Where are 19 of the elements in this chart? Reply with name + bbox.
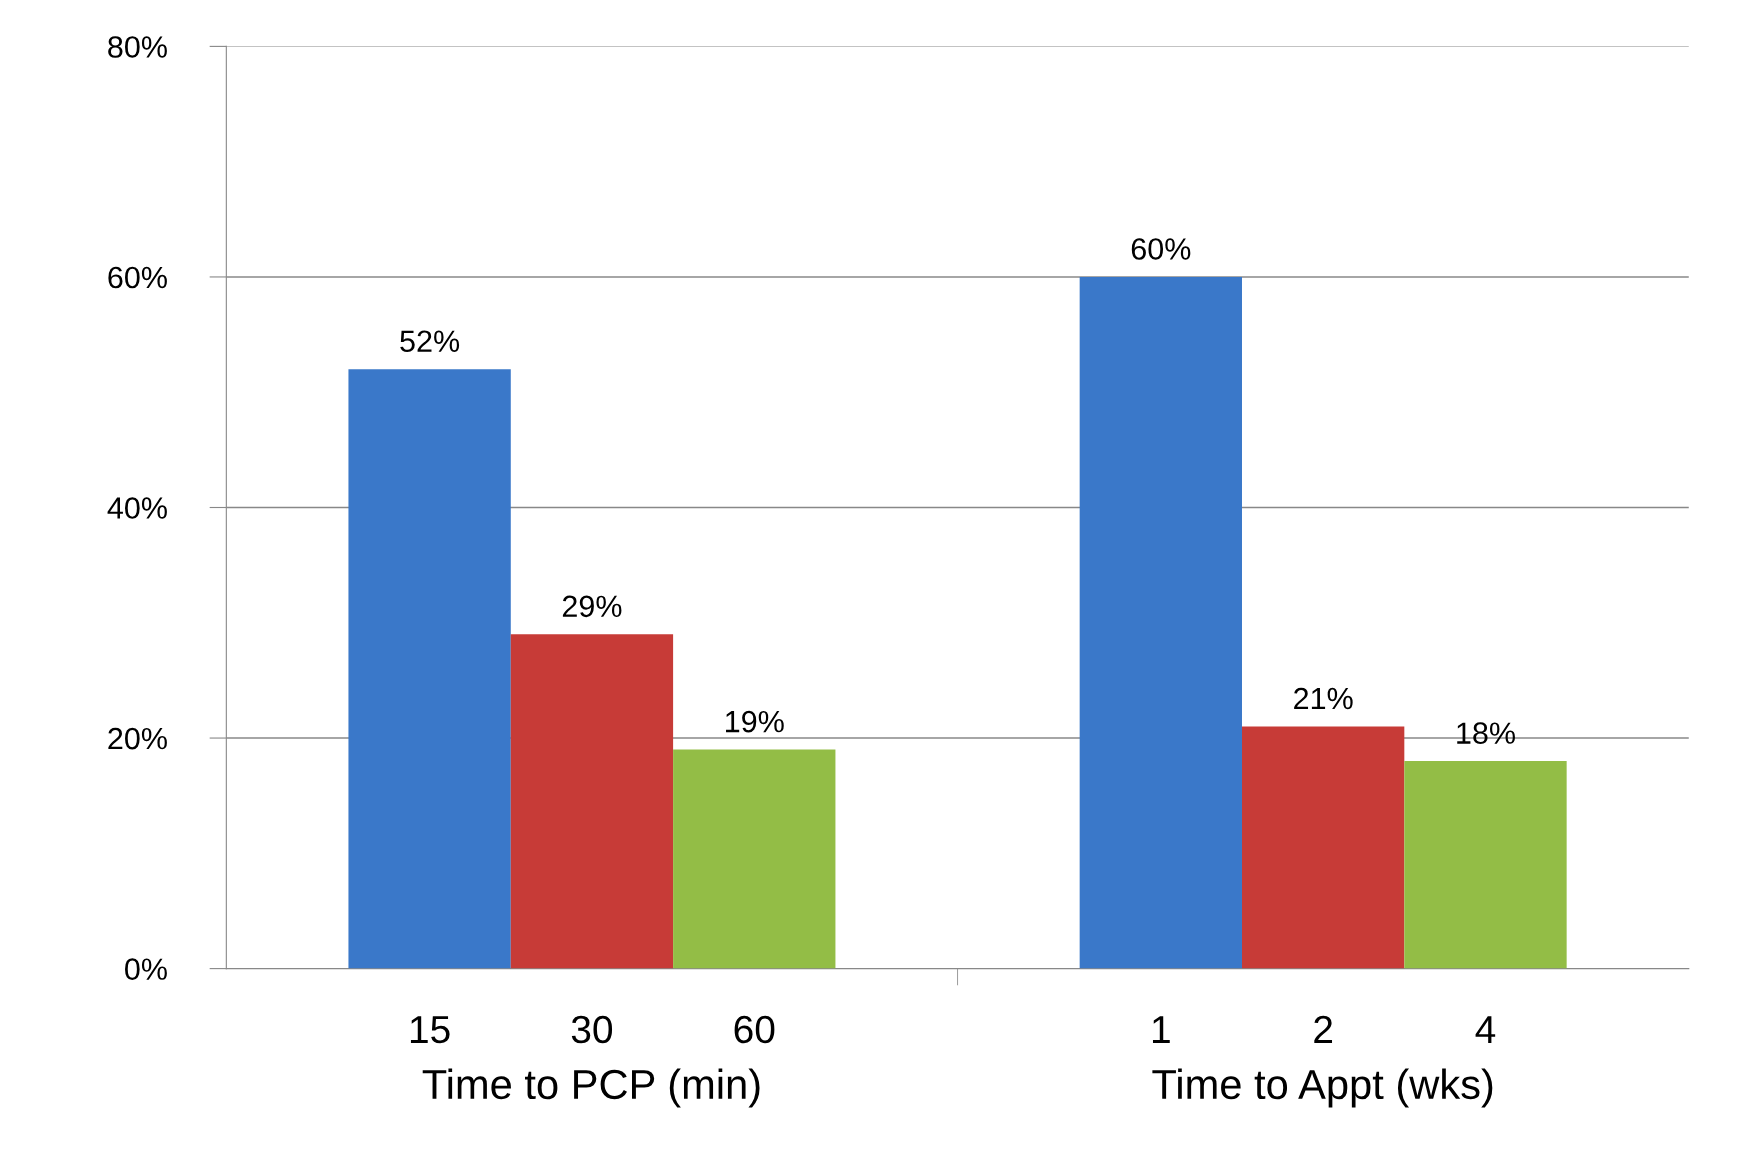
data-label: 29% <box>562 595 622 618</box>
y-tick-label: 80% <box>108 36 167 58</box>
y-tick-label: 20% <box>108 727 167 750</box>
data-label: 19% <box>726 710 784 733</box>
data-label: 52% <box>400 330 460 353</box>
data-label: 18% <box>1457 722 1515 744</box>
text: 15 <box>410 1016 450 1044</box>
text: 30 <box>571 1015 613 1044</box>
data-label: 60% <box>1131 238 1191 260</box>
data-label: 21% <box>1294 687 1353 710</box>
y-tick-label: 0% <box>125 958 167 980</box>
text: 2 <box>1314 1015 1333 1043</box>
x-tick-label: Time to PCP (min) <box>422 1068 760 1108</box>
text: 60 <box>734 1015 775 1044</box>
text: 4 <box>1475 1016 1496 1043</box>
x-tick-label: Time to Appt (wks) <box>1152 1068 1493 1108</box>
text: 1 <box>1152 1016 1170 1043</box>
y-tick-label: 40% <box>107 497 167 519</box>
y-tick-label: 60% <box>108 266 167 289</box>
